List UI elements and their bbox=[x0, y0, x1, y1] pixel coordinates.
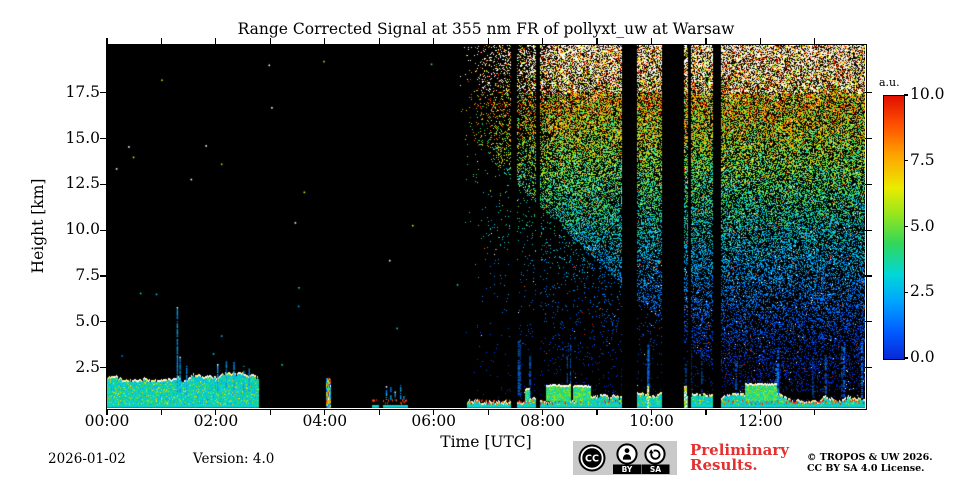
colorbar-unit-label: a.u. bbox=[879, 76, 900, 89]
y-tick-label: 2.5 bbox=[75, 357, 100, 376]
axis-tick bbox=[650, 409, 653, 415]
axis-tick bbox=[100, 92, 107, 94]
x-tick-label: 12:00 bbox=[738, 412, 783, 430]
axis-tick bbox=[814, 409, 816, 415]
axis-tick bbox=[106, 409, 108, 415]
colorbar-tick bbox=[904, 291, 908, 293]
axis-tick bbox=[378, 409, 380, 415]
x-tick-label: 04:00 bbox=[302, 412, 348, 430]
colorbar-tick bbox=[904, 357, 908, 359]
axis-tick bbox=[433, 409, 435, 415]
axis-tick bbox=[542, 38, 544, 44]
axis-tick bbox=[269, 409, 271, 415]
preliminary-line-1: Preliminary bbox=[690, 441, 789, 459]
measurement-date: 2026-01-02 bbox=[48, 451, 126, 467]
x-tick-label: 10:00 bbox=[629, 412, 674, 430]
axis-tick bbox=[865, 275, 872, 277]
colorbar-tick bbox=[904, 225, 908, 228]
axis-tick bbox=[100, 367, 107, 369]
axis-tick bbox=[100, 183, 107, 185]
copyright-line-2: CC BY SA 4.0 License. bbox=[807, 463, 925, 474]
axis-tick bbox=[596, 38, 598, 44]
y-axis-label: Height [km] bbox=[29, 178, 47, 274]
version-label: Version: 4.0 bbox=[193, 451, 275, 467]
y-tick-label: 10.0 bbox=[65, 220, 100, 239]
copyright-note: © TROPOS & UW 2026. CC BY SA 4.0 License… bbox=[807, 452, 933, 474]
copyright-line-1: © TROPOS & UW 2026. bbox=[807, 452, 933, 463]
cc-by-sa-badge: CC BY SA bbox=[573, 441, 677, 475]
axis-tick bbox=[100, 321, 107, 323]
cc-sa-arrow-icon bbox=[644, 443, 666, 465]
axis-tick bbox=[759, 409, 762, 415]
y-tick-label: 15.0 bbox=[65, 128, 100, 147]
axis-tick bbox=[865, 367, 872, 369]
y-tick-label: 12.5 bbox=[65, 174, 100, 193]
colorbar-tick-label: 2.5 bbox=[910, 282, 935, 301]
x-tick-label: 08:00 bbox=[520, 412, 565, 430]
cc-sa-bar bbox=[641, 464, 670, 474]
axis-tick bbox=[487, 38, 489, 44]
axis-tick bbox=[814, 38, 816, 44]
axis-tick bbox=[865, 321, 872, 323]
axis-tick bbox=[100, 137, 107, 140]
axis-tick bbox=[378, 38, 380, 44]
axis-tick bbox=[324, 38, 326, 44]
axis-tick bbox=[705, 409, 707, 415]
cc-icon: CC bbox=[578, 444, 606, 472]
svg-text:BY: BY bbox=[622, 465, 633, 474]
x-tick-label: 02:00 bbox=[193, 412, 239, 430]
colorbar-tick-label: 10.0 bbox=[910, 85, 945, 103]
plot-title: Range Corrected Signal at 355 nm FR of p… bbox=[237, 20, 735, 38]
axis-tick bbox=[542, 409, 544, 415]
colorbar-tick-label: 7.5 bbox=[910, 150, 935, 169]
axis-tick bbox=[650, 38, 653, 44]
colorbar-tick bbox=[904, 94, 908, 96]
axis-tick bbox=[100, 229, 107, 231]
preliminary-line-2: Results. bbox=[690, 456, 758, 474]
colorbar-tick-label: 5.0 bbox=[910, 216, 935, 235]
axis-tick bbox=[269, 38, 271, 44]
colorbar-tick-label: 0.0 bbox=[910, 348, 935, 366]
axis-tick bbox=[487, 409, 489, 415]
colorbar-tick bbox=[904, 160, 908, 162]
heatmap-canvas bbox=[107, 45, 865, 408]
y-tick-label: 5.0 bbox=[75, 311, 100, 330]
axis-tick bbox=[215, 38, 217, 44]
axis-tick bbox=[759, 38, 762, 44]
axis-tick bbox=[865, 183, 872, 185]
axis-tick bbox=[865, 92, 872, 94]
svg-text:SA: SA bbox=[650, 465, 661, 474]
axis-tick bbox=[433, 38, 435, 44]
cc-by-person-icon bbox=[616, 443, 638, 465]
x-axis-label: Time [UTC] bbox=[440, 433, 532, 451]
axis-tick bbox=[324, 409, 326, 415]
svg-text:CC: CC bbox=[585, 454, 599, 465]
cc-by-bar bbox=[613, 464, 641, 474]
axis-tick bbox=[215, 409, 217, 415]
axis-tick bbox=[106, 38, 108, 44]
y-tick-label: 17.5 bbox=[65, 82, 100, 101]
axis-tick bbox=[160, 409, 163, 415]
preliminary-results-note: Preliminary Results. bbox=[690, 443, 789, 473]
axis-tick bbox=[596, 409, 598, 415]
axis-tick bbox=[865, 229, 872, 231]
axis-tick bbox=[705, 38, 707, 44]
axis-tick bbox=[100, 275, 107, 277]
colorbar bbox=[883, 95, 905, 360]
y-tick-label: 7.5 bbox=[75, 266, 100, 284]
x-tick-label: 06:00 bbox=[411, 412, 457, 430]
axis-tick bbox=[160, 38, 163, 44]
x-tick-label: 00:00 bbox=[84, 412, 130, 430]
axis-tick bbox=[865, 137, 872, 140]
